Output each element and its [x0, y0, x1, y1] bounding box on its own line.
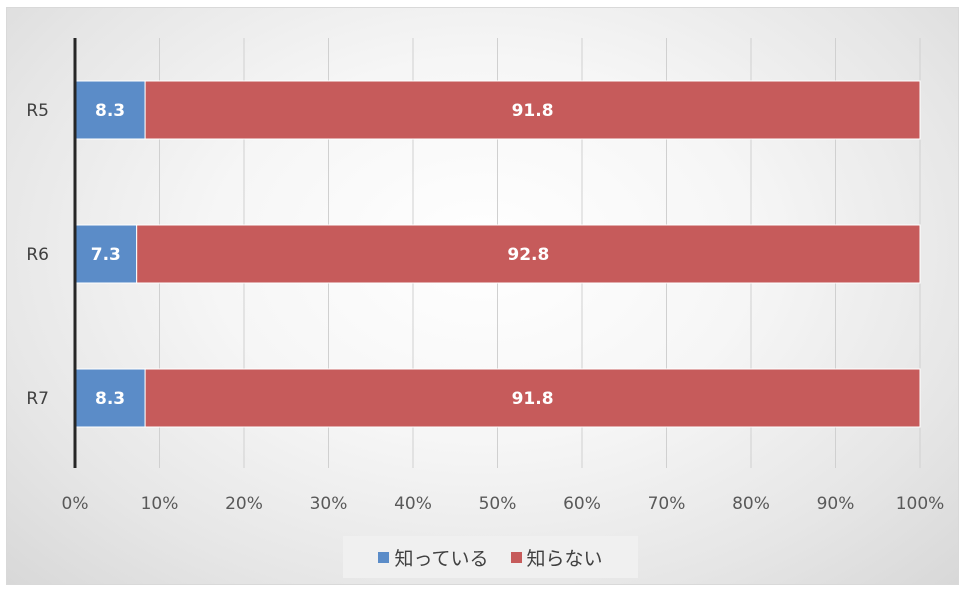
category-label-r6: R6 — [26, 245, 49, 265]
axes: 0% 10% 20% 30% 40% 50% 60% 70% 80% 90% 100% R5 R6 R7 — [26, 38, 944, 514]
data-label: 91.8 — [512, 101, 554, 121]
bars — [74, 80, 921, 428]
data-label: 91.8 — [512, 389, 554, 409]
x-tick-label: 60% — [563, 494, 601, 514]
category-label-r7: R7 — [26, 389, 49, 409]
data-label: 8.3 — [95, 389, 125, 409]
data-label: 7.3 — [91, 245, 121, 265]
data-labels: 8.3 91.8 7.3 92.8 8.3 91.8 — [91, 101, 554, 409]
x-tick-label: 90% — [817, 494, 855, 514]
data-label: 8.3 — [95, 101, 125, 121]
x-tick-label: 50% — [479, 494, 517, 514]
legend-item-known: 知っている — [378, 544, 489, 571]
bar-segment-unknown-r5 — [144, 80, 921, 140]
category-label-r5: R5 — [26, 101, 49, 121]
data-label: 92.8 — [507, 245, 549, 265]
x-tick-label: 20% — [225, 494, 263, 514]
legend-swatch-known — [378, 551, 390, 563]
x-tick-label: 30% — [310, 494, 348, 514]
x-tick-label: 100% — [896, 494, 945, 514]
x-tick-label: 0% — [62, 494, 89, 514]
legend: 知っている 知らない — [343, 536, 638, 578]
bar-segment-unknown-r7 — [144, 368, 921, 428]
bar-segment-unknown-r6 — [136, 224, 921, 284]
legend-label-known: 知っている — [394, 547, 489, 570]
legend-swatch-unknown — [510, 551, 522, 563]
legend-label-unknown: 知らない — [526, 547, 603, 570]
x-tick-label: 10% — [141, 494, 179, 514]
x-tick-label: 40% — [394, 494, 432, 514]
x-tick-label: 70% — [648, 494, 686, 514]
legend-item-unknown: 知らない — [510, 544, 603, 571]
x-tick-label: 80% — [732, 494, 770, 514]
